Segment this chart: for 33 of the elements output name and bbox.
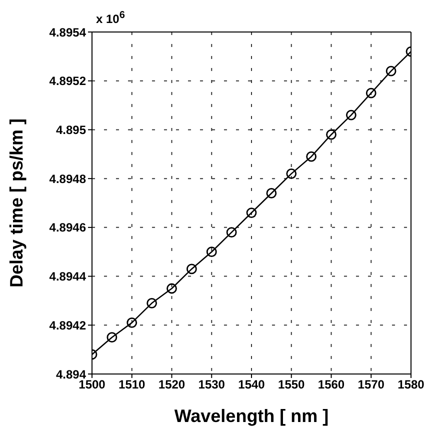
- point: [266, 188, 277, 198]
- x-tick-label: 1550: [278, 378, 306, 392]
- x-tick-label: 1520: [158, 378, 186, 392]
- point: [366, 88, 376, 98]
- y-tick-label: 4.8954: [49, 25, 86, 40]
- point: [166, 283, 177, 294]
- text: x 10$^{6}$: [96, 10, 125, 26]
- y-tick-label: 4.895: [56, 122, 86, 137]
- point: [386, 66, 396, 76]
- point: [286, 168, 297, 179]
- x-tick-label: 1580: [398, 378, 425, 392]
- y-axis-title: Delay time [ ps/km ]: [6, 118, 26, 288]
- point: [346, 110, 356, 120]
- x-tick-label: 1560: [318, 378, 345, 392]
- point: [306, 151, 317, 162]
- point: [126, 318, 138, 328]
- x-tick-label: 1510: [118, 378, 146, 392]
- point: [146, 298, 158, 308]
- point: [246, 208, 257, 218]
- point: [226, 227, 237, 238]
- point: [206, 246, 217, 258]
- y-tick-label: 4.8952: [49, 74, 86, 88]
- x-axis-title: Wavelength [ nm ]: [174, 406, 329, 426]
- x-tick-label: 1540: [238, 378, 266, 392]
- y-tick-label: 4.8948: [49, 172, 86, 186]
- y-tick-label: 4.8942: [49, 318, 86, 332]
- point: [106, 332, 118, 343]
- point: [186, 264, 197, 274]
- y-tick-label: 4.8946: [49, 220, 86, 235]
- y-tick-label: 4.8944: [49, 270, 86, 284]
- point: [326, 129, 336, 140]
- x-tick-label: 1570: [358, 378, 385, 392]
- x-tick-label: 1530: [198, 378, 226, 392]
